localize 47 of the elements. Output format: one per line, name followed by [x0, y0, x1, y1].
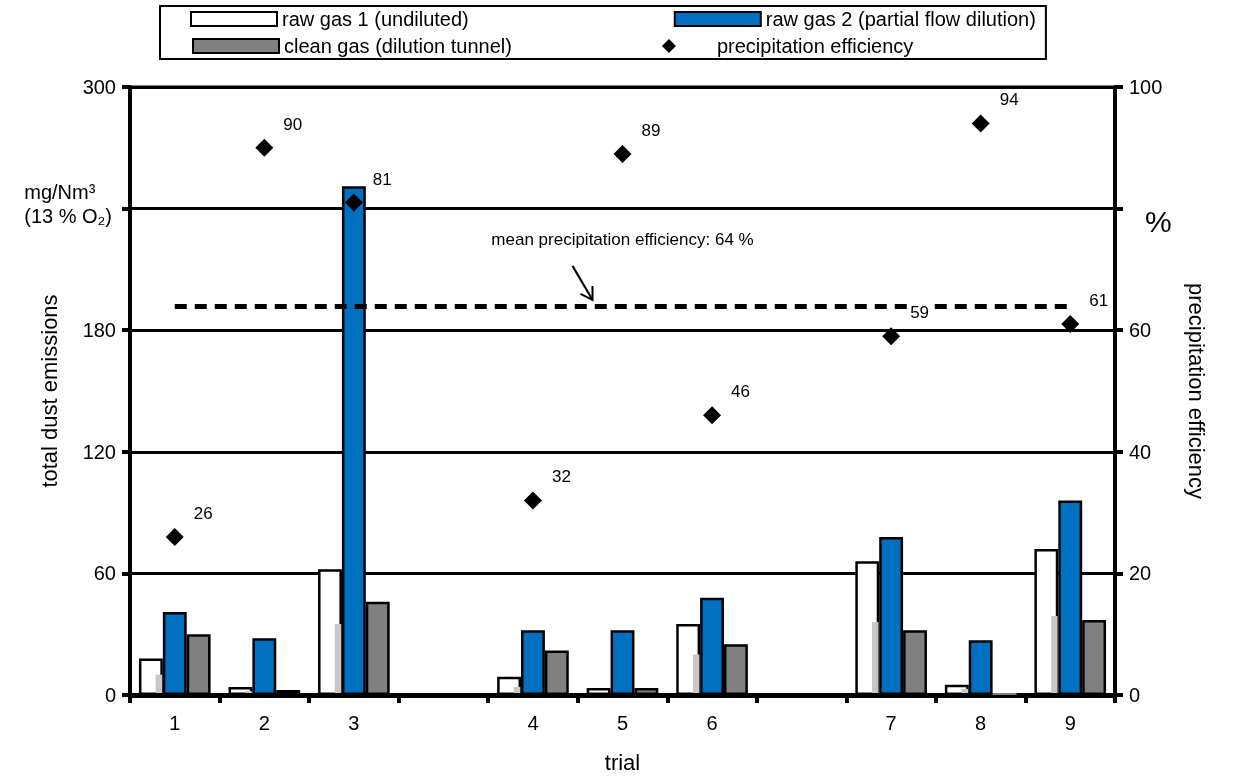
bar	[992, 692, 1017, 695]
y-tick-label: 60	[93, 562, 116, 585]
bar	[1051, 615, 1058, 693]
bar	[513, 686, 521, 693]
y-tick-label: 180	[82, 319, 116, 342]
x-tick-label: 8	[975, 712, 987, 734]
x-tick-label: 1	[169, 712, 181, 734]
data-label: 81	[372, 169, 392, 189]
data-label: 90	[283, 114, 303, 134]
x-tick-label: 7	[885, 712, 897, 734]
data-label: 26	[193, 503, 213, 523]
x-tick-label: 9	[1064, 712, 1076, 734]
legend-label: precipitation efficiency	[716, 35, 914, 57]
legend-label: raw gas 1 (undiluted)	[282, 8, 469, 30]
data-label: 89	[641, 120, 661, 140]
bar	[692, 654, 700, 693]
y2-axis-title: precipitation efficiency	[1183, 282, 1209, 500]
y2-tick-label: 0	[1129, 684, 1141, 706]
data-label: 46	[731, 382, 750, 402]
y-tick-label: 120	[82, 440, 116, 463]
y-tick-label: 300	[82, 76, 116, 98]
y2-tick-label: 40	[1129, 440, 1152, 463]
text: mg/Nm³ (13 % O₂)	[24, 181, 113, 227]
ref-line-label: mean precipitation efficiency: 64 %	[491, 229, 754, 249]
y-axis-title: total dust emissions	[36, 294, 62, 488]
data-label: 59	[910, 303, 930, 323]
x-axis-title: trial	[604, 749, 641, 775]
y2-tick-label: 60	[1129, 319, 1152, 342]
data-label: 61	[1089, 291, 1109, 311]
bar	[245, 690, 252, 693]
bar	[961, 688, 969, 693]
x-tick-label: 5	[616, 712, 629, 734]
y2-tick-label: 20	[1129, 562, 1152, 585]
bar	[872, 622, 879, 693]
bar	[155, 674, 163, 693]
text: %	[1145, 204, 1172, 238]
bar	[334, 624, 342, 693]
y-tick-label: 0	[104, 684, 116, 706]
x-tick-label: 6	[706, 712, 718, 734]
legend-label: raw gas 2 (partial flow dilution)	[765, 8, 1036, 30]
legend-label: clean gas (dilution tunnel)	[284, 35, 512, 57]
x-tick-label: 4	[527, 712, 539, 734]
data-label: 32	[551, 467, 571, 487]
x-tick-label: 2	[258, 712, 270, 734]
x-tick-label: 3	[348, 712, 360, 734]
y2-tick-label: 100	[1129, 76, 1163, 98]
data-label: 94	[999, 90, 1019, 110]
